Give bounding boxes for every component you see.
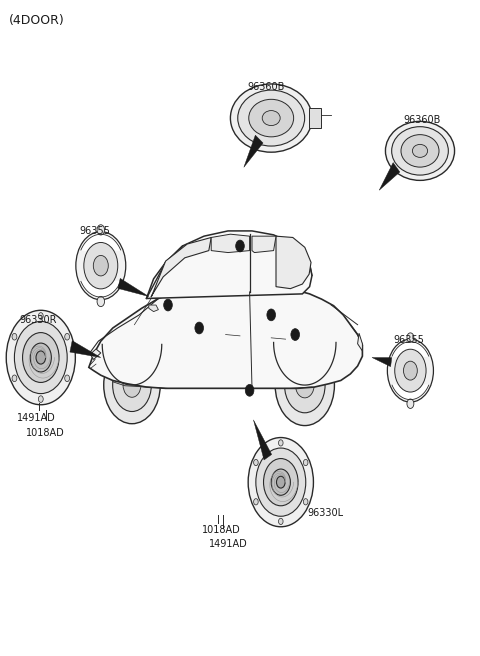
Circle shape [195, 322, 204, 334]
Circle shape [271, 469, 290, 495]
Ellipse shape [401, 134, 439, 167]
Circle shape [303, 459, 308, 466]
Circle shape [97, 297, 105, 306]
FancyBboxPatch shape [309, 108, 321, 128]
Text: 96355: 96355 [394, 335, 424, 344]
Circle shape [256, 448, 306, 516]
Circle shape [407, 399, 414, 409]
Polygon shape [81, 281, 120, 297]
Circle shape [104, 346, 160, 424]
Text: 96330R: 96330R [19, 315, 57, 325]
Text: 96360B: 96360B [247, 82, 285, 92]
Circle shape [276, 476, 285, 488]
Circle shape [123, 373, 141, 398]
Polygon shape [146, 231, 312, 298]
Polygon shape [149, 305, 158, 312]
Circle shape [38, 313, 43, 319]
Circle shape [253, 499, 258, 505]
Polygon shape [81, 234, 120, 250]
Circle shape [12, 333, 17, 340]
Polygon shape [90, 349, 101, 359]
Polygon shape [70, 340, 101, 358]
Circle shape [14, 321, 67, 394]
Ellipse shape [262, 111, 280, 125]
Circle shape [278, 518, 283, 525]
Circle shape [6, 310, 75, 405]
Ellipse shape [395, 349, 426, 392]
Circle shape [30, 343, 51, 372]
Circle shape [278, 440, 283, 446]
Circle shape [36, 351, 46, 364]
Circle shape [113, 359, 151, 411]
Polygon shape [151, 237, 211, 297]
Circle shape [253, 459, 258, 466]
Polygon shape [392, 342, 429, 356]
Circle shape [295, 373, 314, 398]
Circle shape [291, 329, 300, 340]
Circle shape [275, 344, 335, 426]
Ellipse shape [412, 144, 428, 157]
Text: 96330L: 96330L [307, 508, 343, 518]
Circle shape [38, 396, 43, 402]
Circle shape [407, 333, 414, 342]
Polygon shape [89, 283, 362, 388]
Circle shape [303, 499, 308, 505]
Circle shape [97, 225, 105, 235]
Circle shape [267, 309, 276, 321]
Ellipse shape [84, 243, 118, 289]
Polygon shape [276, 236, 311, 289]
Text: 1491AD: 1491AD [209, 539, 248, 549]
Ellipse shape [238, 90, 305, 146]
Circle shape [23, 333, 59, 382]
Ellipse shape [385, 121, 455, 180]
Polygon shape [379, 163, 400, 190]
Text: 1018AD: 1018AD [26, 428, 65, 438]
Ellipse shape [392, 127, 448, 175]
Circle shape [65, 333, 70, 340]
Circle shape [285, 358, 325, 413]
Polygon shape [358, 333, 362, 351]
Circle shape [245, 384, 254, 396]
Text: 96355: 96355 [79, 226, 110, 236]
Circle shape [76, 232, 126, 300]
Polygon shape [118, 278, 149, 297]
Ellipse shape [230, 84, 312, 152]
Circle shape [164, 299, 172, 311]
Circle shape [65, 375, 70, 382]
Text: (4DOOR): (4DOOR) [9, 14, 64, 28]
Text: 1491AD: 1491AD [17, 413, 56, 423]
Polygon shape [392, 385, 429, 400]
Ellipse shape [93, 255, 108, 276]
Polygon shape [211, 234, 250, 253]
Text: 1018AD: 1018AD [202, 525, 240, 535]
Polygon shape [244, 135, 263, 167]
Circle shape [387, 339, 433, 402]
Text: 96360B: 96360B [403, 115, 441, 125]
Polygon shape [253, 420, 272, 460]
Polygon shape [252, 236, 276, 253]
Polygon shape [372, 358, 392, 367]
Ellipse shape [249, 99, 294, 137]
Circle shape [264, 459, 298, 506]
Ellipse shape [404, 361, 417, 380]
Circle shape [236, 240, 244, 252]
Circle shape [12, 375, 17, 382]
Circle shape [248, 438, 313, 527]
